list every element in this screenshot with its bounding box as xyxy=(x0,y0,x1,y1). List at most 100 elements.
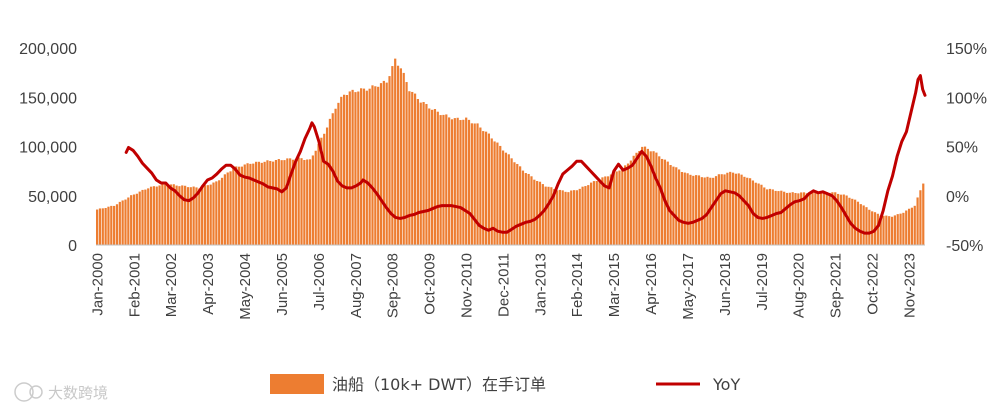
x-tick-label: Mar-2015 xyxy=(606,253,623,317)
bar xyxy=(695,175,698,245)
bar xyxy=(476,123,479,245)
left-y-tick-label: 150,000 xyxy=(19,90,77,107)
bar xyxy=(564,191,567,245)
x-tick-label: Aug-2020 xyxy=(791,253,808,318)
bar xyxy=(621,167,624,245)
bar xyxy=(306,159,309,245)
bar xyxy=(584,186,587,245)
bar xyxy=(570,190,573,245)
bar xyxy=(379,83,383,246)
bar xyxy=(422,102,425,245)
bar xyxy=(842,194,845,245)
bar xyxy=(649,151,652,245)
bar xyxy=(893,215,896,245)
bar xyxy=(144,189,147,245)
bar xyxy=(578,188,581,245)
bar xyxy=(212,182,215,245)
bar xyxy=(272,161,275,245)
bar xyxy=(277,159,280,245)
bar xyxy=(311,155,314,245)
bar xyxy=(731,172,735,245)
bar xyxy=(317,143,320,245)
bar xyxy=(888,216,891,245)
bar xyxy=(555,190,559,245)
bar xyxy=(442,114,445,245)
x-tick-label: Jan-2000 xyxy=(89,253,106,316)
bar xyxy=(323,133,326,245)
bar xyxy=(862,205,865,245)
bar xyxy=(487,133,490,245)
bar xyxy=(669,165,672,245)
bar xyxy=(467,119,471,245)
bar xyxy=(362,88,366,245)
bar xyxy=(127,197,130,245)
bar xyxy=(905,210,908,245)
bar xyxy=(340,96,343,245)
bar xyxy=(615,171,618,245)
bar xyxy=(240,166,243,245)
bar xyxy=(459,120,462,245)
bar xyxy=(561,190,564,245)
bar xyxy=(260,162,263,245)
bar xyxy=(345,95,349,245)
bar xyxy=(465,117,468,245)
x-tick-label: Apr-2016 xyxy=(643,253,660,315)
bar xyxy=(121,200,124,245)
bar xyxy=(124,199,127,245)
bar xyxy=(791,192,794,245)
bar xyxy=(777,191,780,245)
bar xyxy=(189,187,192,245)
bar xyxy=(567,192,570,245)
bar xyxy=(726,172,729,245)
bar xyxy=(626,163,630,245)
bar xyxy=(831,192,834,245)
bar xyxy=(746,177,749,245)
bar xyxy=(638,150,641,245)
bar xyxy=(902,212,905,245)
bar xyxy=(175,185,178,245)
bar xyxy=(689,174,692,245)
bar xyxy=(760,184,763,245)
bar xyxy=(794,193,797,245)
bar xyxy=(521,170,525,245)
bar xyxy=(257,161,261,245)
right-y-tick-label: 150% xyxy=(946,41,987,58)
bar xyxy=(354,92,357,246)
bar xyxy=(723,174,726,245)
bar xyxy=(530,176,533,245)
bar xyxy=(286,158,289,245)
watermark-logo-icon xyxy=(14,382,34,402)
bar xyxy=(797,193,800,245)
bar xyxy=(839,194,843,245)
bar xyxy=(203,185,207,245)
bar xyxy=(328,118,332,245)
bar xyxy=(482,131,485,245)
bar xyxy=(504,152,508,245)
bar xyxy=(660,158,664,245)
bar xyxy=(377,86,380,245)
bar xyxy=(479,127,482,245)
bar xyxy=(740,174,743,245)
bar xyxy=(490,138,493,245)
bar xyxy=(879,215,882,245)
bar xyxy=(118,201,121,245)
bar xyxy=(343,94,346,245)
x-tick-label: Jul-2006 xyxy=(311,253,328,311)
bar xyxy=(845,195,848,245)
bar xyxy=(158,185,161,245)
bar xyxy=(303,160,306,245)
bar xyxy=(868,209,871,245)
bar xyxy=(672,166,675,245)
x-tick-label: Feb-2001 xyxy=(126,253,143,317)
bar xyxy=(371,85,374,245)
bar xyxy=(325,127,329,245)
bar xyxy=(181,185,184,245)
bar xyxy=(811,192,814,245)
x-tick-label: Oct-2022 xyxy=(864,253,881,315)
yoy-line xyxy=(124,74,927,235)
bar xyxy=(201,186,204,245)
bar xyxy=(252,163,255,245)
bar xyxy=(448,117,451,245)
bar xyxy=(320,137,323,245)
bar xyxy=(186,187,190,245)
